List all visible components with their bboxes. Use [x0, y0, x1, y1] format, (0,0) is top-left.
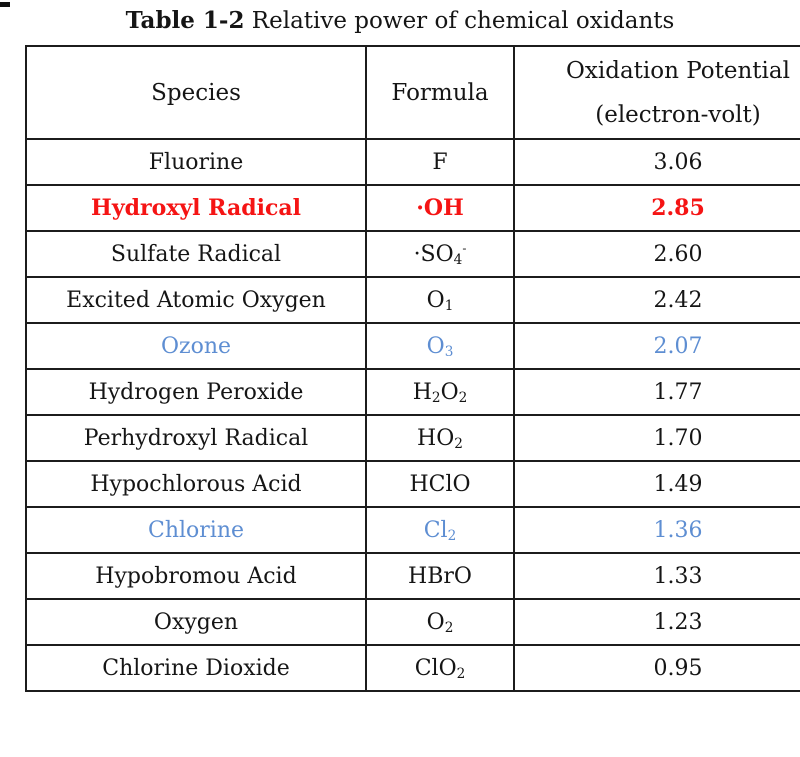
page-title: Table 1-2 Relative power of chemical oxi… [0, 6, 800, 36]
formula-cell: O3 [365, 322, 515, 370]
formula-cell: HO2 [365, 414, 515, 462]
formula-cell: ·SO4- [365, 230, 515, 278]
potential-cell: 2.85 [513, 184, 800, 232]
potential-cell: 2.07 [513, 322, 800, 370]
potential-cell: 1.23 [513, 598, 800, 646]
species-cell: Hydrogen Peroxide [25, 368, 367, 416]
table-row: Hydroxyl Radical ·OH 2.85 [25, 184, 800, 232]
species-cell: Oxygen [25, 598, 367, 646]
potential-cell: 1.77 [513, 368, 800, 416]
potential-cell: 0.95 [513, 644, 800, 692]
formula-cell: ·OH [365, 184, 515, 232]
potential-cell: 2.60 [513, 230, 800, 278]
species-cell: Excited Atomic Oxygen [25, 276, 367, 324]
table-row: Fluorine F 3.06 [25, 138, 800, 186]
species-cell: Fluorine [25, 138, 367, 186]
species-cell: Ozone [25, 322, 367, 370]
table-row: Oxygen O2 1.23 [25, 598, 800, 646]
species-cell: Hydroxyl Radical [25, 184, 367, 232]
table-row: Hypochlorous Acid HClO 1.49 [25, 460, 800, 508]
potential-cell: 1.33 [513, 552, 800, 600]
species-cell: Sulfate Radical [25, 230, 367, 278]
species-cell: Hypochlorous Acid [25, 460, 367, 508]
column-header-formula: Formula [365, 45, 515, 140]
species-cell: Chlorine [25, 506, 367, 554]
table-row: Chlorine Dioxide ClO2 0.95 [25, 644, 800, 692]
table-row: Sulfate Radical ·SO4- 2.60 [25, 230, 800, 278]
column-header-potential-line1: Oxidation Potential [566, 57, 790, 84]
scan-artifact [0, 2, 10, 7]
table-row: Hypobromou Acid HBrO 1.33 [25, 552, 800, 600]
formula-cell: O1 [365, 276, 515, 324]
formula-cell: HBrO [365, 552, 515, 600]
formula-cell: H2O2 [365, 368, 515, 416]
table-row: Excited Atomic Oxygen O1 2.42 [25, 276, 800, 324]
header-row: Species Formula Oxidation Potential (ele… [25, 45, 800, 140]
table-row: Chlorine Cl2 1.36 [25, 506, 800, 554]
table-number-label: Table 1-2 [125, 7, 245, 34]
formula-cell: F [365, 138, 515, 186]
column-header-potential-line2: (electron-volt) [595, 101, 761, 128]
table-row: Ozone O3 2.07 [25, 322, 800, 370]
oxidants-table: Species Formula Oxidation Potential (ele… [25, 45, 800, 692]
potential-cell: 3.06 [513, 138, 800, 186]
species-cell: Hypobromou Acid [25, 552, 367, 600]
table-caption: Relative power of chemical oxidants [244, 8, 675, 34]
table-row: Perhydroxyl Radical HO2 1.70 [25, 414, 800, 462]
potential-cell: 1.49 [513, 460, 800, 508]
formula-cell: HClO [365, 460, 515, 508]
species-cell: Chlorine Dioxide [25, 644, 367, 692]
formula-cell: O2 [365, 598, 515, 646]
column-header-potential: Oxidation Potential (electron-volt) [513, 45, 800, 140]
potential-cell: 2.42 [513, 276, 800, 324]
column-header-species: Species [25, 45, 367, 140]
table-row: Hydrogen Peroxide H2O2 1.77 [25, 368, 800, 416]
species-cell: Perhydroxyl Radical [25, 414, 367, 462]
potential-cell: 1.36 [513, 506, 800, 554]
formula-cell: Cl2 [365, 506, 515, 554]
formula-cell: ClO2 [365, 644, 515, 692]
potential-cell: 1.70 [513, 414, 800, 462]
